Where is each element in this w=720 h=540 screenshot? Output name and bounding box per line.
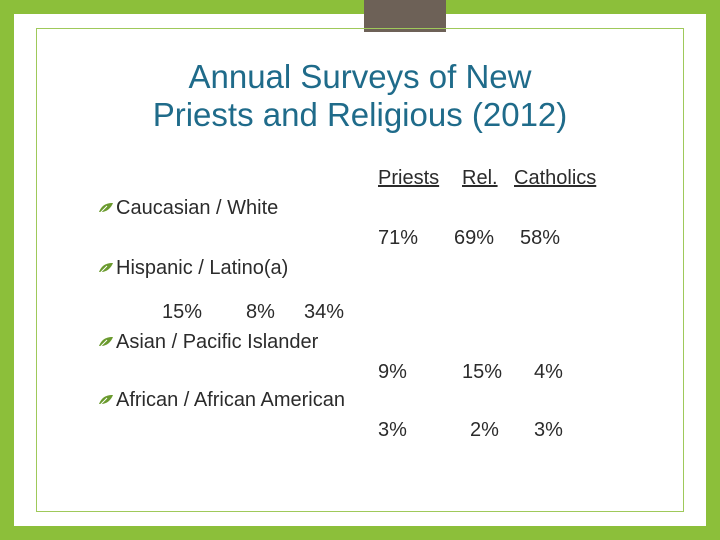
hispanic-rel: 8% (246, 301, 275, 323)
leaf-bullet-icon (98, 394, 114, 406)
caucasian-catholics: 58% (520, 227, 561, 249)
african-priests: 3% (378, 419, 407, 441)
bullet-asian: Asian / Pacific Islander (116, 331, 319, 353)
title-line-2: Priests and Religious (2012) (152, 96, 568, 133)
top-decorative-tab (364, 0, 446, 32)
slide-inner-border (36, 28, 684, 512)
bullet-african: African / African American (116, 389, 345, 411)
hispanic-catholics: 34% (304, 301, 345, 323)
bullet-caucasian: Caucasian / White (116, 197, 279, 219)
header-rel: Rel. (462, 167, 498, 189)
caucasian-rel: 69% (454, 227, 495, 249)
hispanic-priests: 15% (162, 301, 203, 323)
african-rel: 2% (470, 419, 499, 441)
slide-title: Annual Surveys of New Priests and Religi… (100, 58, 620, 134)
caucasian-priests: 71% (378, 227, 419, 249)
asian-rel: 15% (462, 361, 503, 383)
leaf-bullet-icon (98, 202, 114, 214)
title-line-1: Annual Surveys of New (188, 58, 532, 95)
asian-catholics: 4% (534, 361, 563, 383)
header-priests: Priests (378, 167, 440, 189)
african-catholics: 3% (534, 419, 563, 441)
leaf-bullet-icon (98, 336, 114, 348)
bullet-hispanic: Hispanic / Latino(a) (116, 257, 289, 279)
asian-priests: 9% (378, 361, 407, 383)
header-catholics: Catholics (514, 167, 597, 189)
leaf-bullet-icon (98, 262, 114, 274)
slide-frame (14, 14, 706, 526)
